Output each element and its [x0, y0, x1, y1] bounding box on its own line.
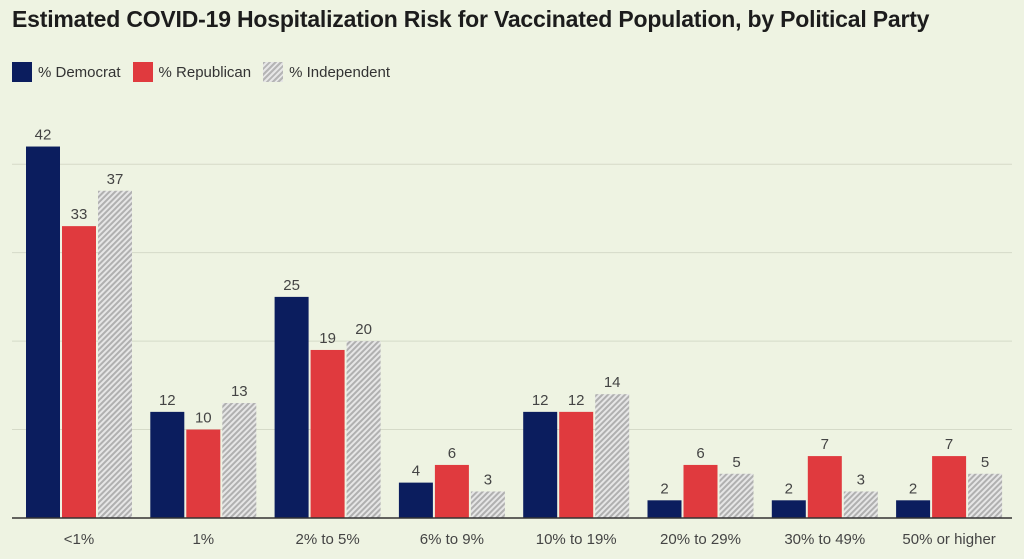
legend-swatch-democrat	[12, 62, 32, 82]
data-label: 42	[35, 127, 52, 144]
chart-title: Estimated COVID-19 Hospitalization Risk …	[12, 6, 930, 32]
bar-independent	[346, 341, 381, 518]
bar-republican	[62, 226, 96, 518]
bar-democrat	[771, 500, 806, 518]
chart-legend: % Democrat % Republican % Independent	[12, 60, 390, 84]
legend-item-republican: % Republican	[132, 62, 252, 82]
data-label: 12	[568, 392, 585, 409]
x-tick-label: 50% or higher	[902, 531, 995, 548]
bar-republican	[932, 456, 967, 518]
data-label: 20	[355, 321, 372, 338]
bar-republican	[559, 411, 594, 518]
data-label: 14	[604, 374, 621, 391]
x-tick-label: 30% to 49%	[784, 531, 865, 548]
bar-republican	[434, 464, 469, 518]
data-label: 12	[532, 392, 549, 409]
data-label: 4	[412, 463, 420, 480]
x-tick-label: <1%	[64, 531, 94, 548]
bar-independent	[595, 394, 630, 518]
bar-republican	[186, 429, 221, 518]
data-label: 10	[195, 410, 212, 427]
bar-independent	[470, 491, 505, 518]
data-label: 12	[159, 392, 176, 409]
bar-independent	[843, 491, 878, 518]
data-label: 5	[732, 454, 740, 471]
legend-item-democrat: % Democrat	[12, 62, 121, 82]
bar-independent	[719, 473, 754, 518]
x-tick-label: 20% to 29%	[660, 531, 741, 548]
bar-democrat	[150, 411, 185, 518]
data-labels: 42 33 37 12 10 13 25 19 20 4 6 3 12 12 14 2 6 5 2 7 3 2 7 5	[35, 127, 990, 498]
bar-democrat	[398, 482, 433, 518]
data-label: 13	[231, 383, 248, 400]
data-label: 6	[696, 445, 704, 462]
x-tick-label: 1%	[192, 531, 214, 548]
bar-democrat	[274, 296, 309, 518]
bar-republican	[807, 456, 842, 518]
x-axis-tick-labels: <1% 1% 2% to 5% 6% to 9% 10% to 19% 20% to 29…	[64, 531, 996, 548]
data-label: 7	[821, 436, 829, 453]
data-label: 19	[319, 330, 336, 347]
bar-democrat	[523, 411, 558, 518]
legend-label-democrat: % Democrat	[38, 63, 121, 81]
bar-republican	[683, 464, 718, 518]
x-tick-label: 10% to 19%	[536, 531, 617, 548]
bar-democrat	[26, 146, 60, 519]
legend-item-independent: % Independent	[263, 62, 390, 82]
data-label: 3	[484, 471, 492, 488]
data-label: 2	[660, 480, 668, 497]
bar-democrat	[647, 500, 682, 518]
data-label: 2	[785, 480, 793, 497]
bars	[26, 146, 1003, 519]
data-label: 5	[981, 454, 989, 471]
data-label: 37	[107, 171, 124, 188]
legend-label-independent: % Independent	[289, 63, 391, 81]
bar-republican	[310, 349, 345, 518]
legend-swatch-republican	[132, 62, 153, 82]
data-label: 6	[448, 445, 456, 462]
data-label: 25	[283, 277, 300, 294]
x-tick-label: 2% to 5%	[295, 531, 359, 548]
data-label: 33	[71, 206, 88, 223]
bar-independent	[98, 190, 132, 518]
bar-democrat	[896, 500, 931, 518]
gridlines	[12, 163, 1012, 431]
legend-swatch-independent	[263, 62, 284, 82]
x-tick-label: 6% to 9%	[420, 531, 484, 548]
legend-label-republican: % Republican	[158, 63, 252, 81]
bar-independent	[222, 403, 257, 518]
data-label: 2	[909, 480, 917, 497]
bar-independent	[968, 473, 1003, 518]
data-label: 3	[857, 471, 865, 488]
data-label: 7	[945, 436, 953, 453]
